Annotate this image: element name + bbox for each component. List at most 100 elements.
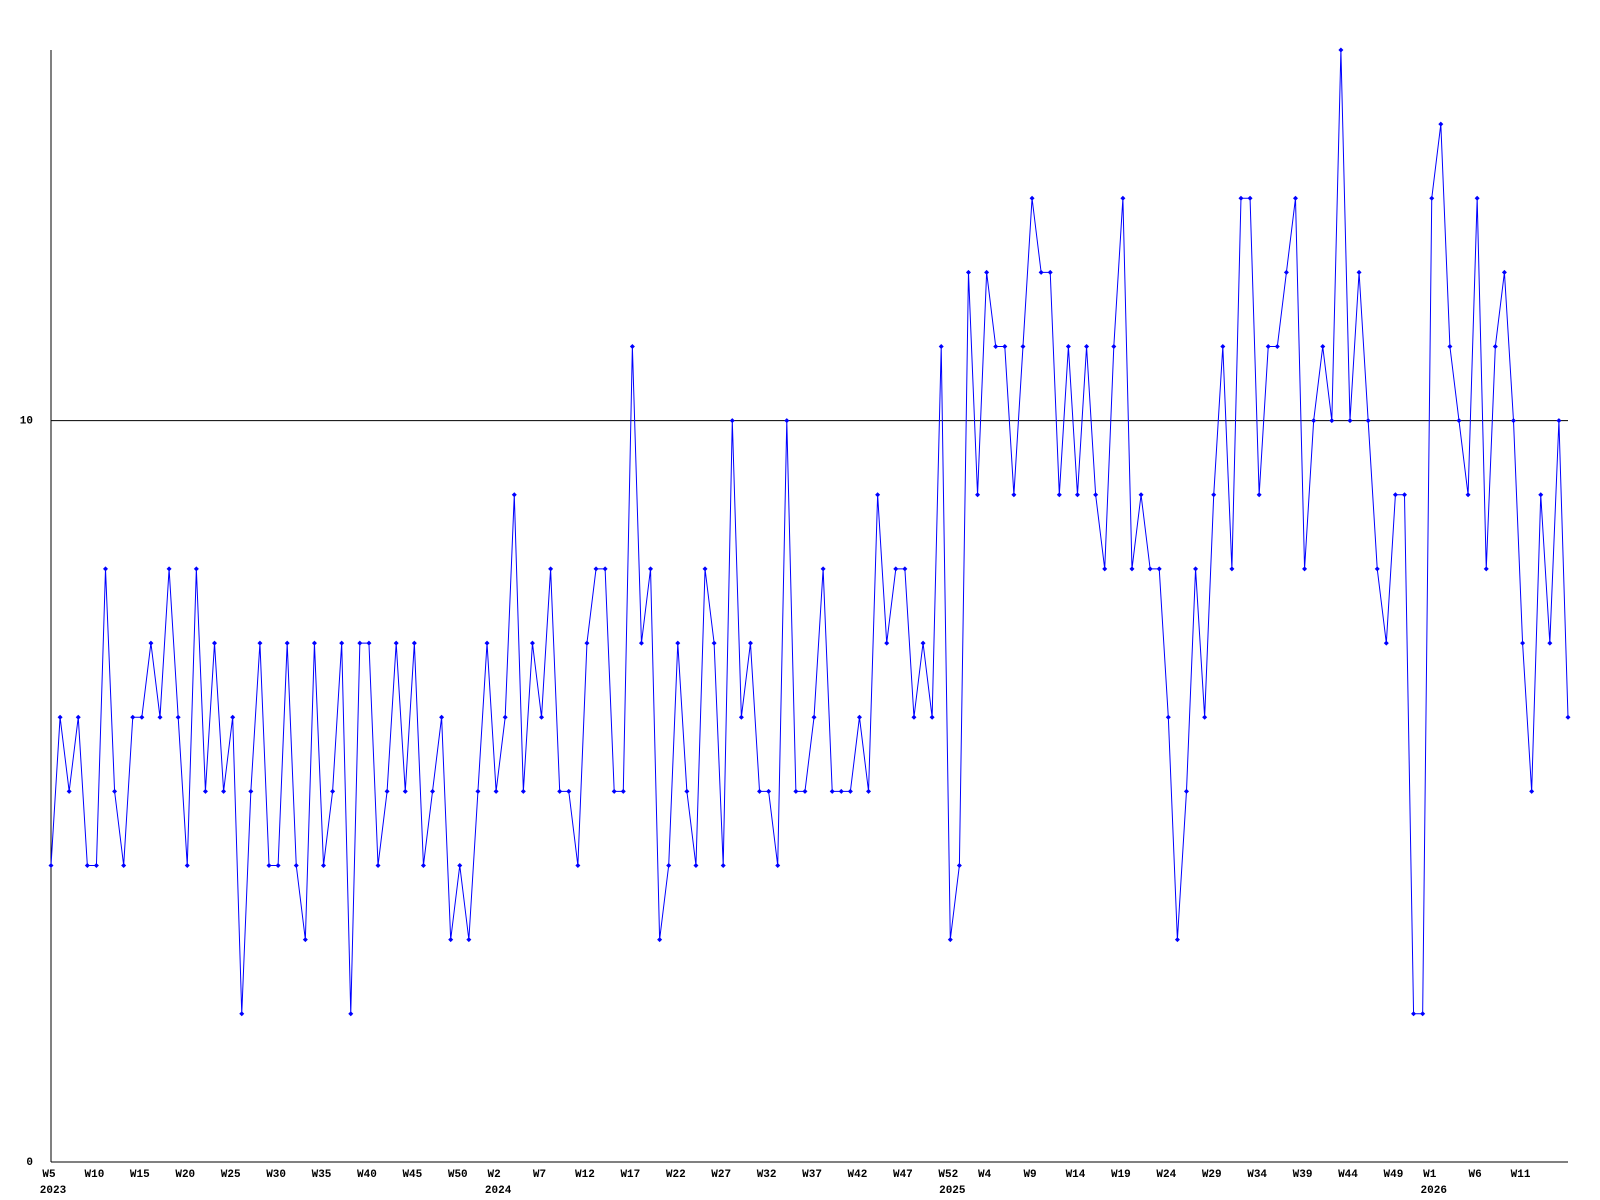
data-point: [84, 862, 90, 868]
data-point: [57, 714, 63, 720]
data-point: [747, 640, 753, 646]
data-point: [1047, 269, 1053, 275]
data-point: [1465, 492, 1471, 498]
x-tick-label: W27: [711, 1169, 731, 1181]
data-point: [684, 788, 690, 794]
data-point: [484, 640, 490, 646]
x-tick-label: W49: [1384, 1169, 1404, 1181]
y-tick-label: 10: [20, 416, 33, 428]
data-point: [1383, 640, 1389, 646]
data-point: [139, 714, 145, 720]
data-point: [275, 862, 281, 868]
data-point: [1311, 418, 1317, 424]
data-point: [166, 566, 172, 572]
data-point: [284, 640, 290, 646]
data-point: [93, 862, 99, 868]
data-point: [1011, 492, 1017, 498]
x-tick-label: W52: [938, 1169, 958, 1181]
data-point: [357, 640, 363, 646]
data-point: [602, 566, 608, 572]
data-point: [1438, 121, 1444, 127]
data-point: [1193, 566, 1199, 572]
data-point: [838, 788, 844, 794]
x-tick-label: W29: [1202, 1169, 1222, 1181]
data-point: [411, 640, 417, 646]
data-point: [593, 566, 599, 572]
data-point: [148, 640, 154, 646]
data-point: [1411, 1011, 1417, 1017]
data-point: [1456, 418, 1462, 424]
y-tick-label: 0: [26, 1157, 33, 1169]
x-tick-label: W22: [666, 1169, 686, 1181]
data-point: [257, 640, 263, 646]
data-point: [1483, 566, 1489, 572]
data-point: [1202, 714, 1208, 720]
data-point: [266, 862, 272, 868]
data-point: [1029, 195, 1035, 201]
data-point: [1474, 195, 1480, 201]
data-point: [657, 937, 663, 943]
data-point: [1365, 418, 1371, 424]
data-point: [620, 788, 626, 794]
x-tick-label: W30: [266, 1169, 286, 1181]
data-point: [1565, 714, 1571, 720]
x-tick-label: W2: [488, 1169, 501, 1181]
data-point: [1229, 566, 1235, 572]
data-point: [466, 937, 472, 943]
x-year-label: 2026: [1421, 1185, 1447, 1197]
data-point: [1529, 788, 1535, 794]
data-point: [1338, 47, 1344, 53]
data-point: [738, 714, 744, 720]
data-point: [984, 269, 990, 275]
data-point: [575, 862, 581, 868]
data-point: [702, 566, 708, 572]
data-point: [1156, 566, 1162, 572]
data-point: [929, 714, 935, 720]
data-point: [112, 788, 118, 794]
data-point: [911, 714, 917, 720]
data-point: [775, 862, 781, 868]
data-point: [820, 566, 826, 572]
data-point: [1238, 195, 1244, 201]
data-point: [393, 640, 399, 646]
data-point: [975, 492, 981, 498]
data-point: [584, 640, 590, 646]
data-point: [856, 714, 862, 720]
x-tick-label: W11: [1511, 1169, 1531, 1181]
data-point: [439, 714, 445, 720]
x-tick-label: W32: [757, 1169, 777, 1181]
data-point: [766, 788, 772, 794]
x-tick-label: W12: [575, 1169, 595, 1181]
data-point: [221, 788, 227, 794]
data-point: [638, 640, 644, 646]
x-year-label: 2025: [939, 1185, 966, 1197]
x-tick-label: W44: [1338, 1169, 1358, 1181]
x-tick-label: W5: [42, 1169, 56, 1181]
data-point: [548, 566, 554, 572]
data-point: [875, 492, 881, 498]
data-point: [1347, 418, 1353, 424]
data-point: [1129, 566, 1135, 572]
data-point: [202, 788, 208, 794]
data-point: [321, 862, 327, 868]
data-point: [293, 862, 299, 868]
data-point: [1065, 344, 1071, 350]
data-point: [1320, 344, 1326, 350]
data-point: [311, 640, 317, 646]
x-tick-label: W4: [978, 1169, 992, 1181]
data-point: [157, 714, 163, 720]
data-point: [1392, 492, 1398, 498]
data-point: [902, 566, 908, 572]
data-point: [965, 269, 971, 275]
x-tick-label: W9: [1023, 1169, 1036, 1181]
x-year-label: 2023: [40, 1185, 67, 1197]
data-point: [339, 640, 345, 646]
x-tick-label: W15: [130, 1169, 150, 1181]
x-tick-label: W20: [175, 1169, 195, 1181]
data-point: [48, 862, 54, 868]
data-point: [993, 344, 999, 350]
data-point: [539, 714, 545, 720]
data-point: [1102, 566, 1108, 572]
